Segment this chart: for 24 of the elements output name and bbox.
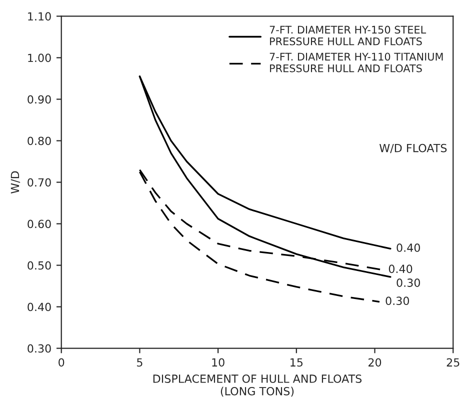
x-tick-label: 20 [368,358,382,367]
y-tick-label: 0.60 [28,220,51,228]
y-tick-label: 1.10 [28,12,51,21]
y-tick-label: 0.90 [28,95,51,104]
x-tick-label: 15 [290,358,303,367]
y-tick-label: 0.70 [28,178,51,187]
y-tick-label: 0.80 [28,136,51,146]
y-tick-label: 0.50 [28,261,51,270]
annotation: 0.30 [396,278,420,287]
y-axis-title: W/D [10,171,20,194]
x-tick-label: 10 [212,358,224,367]
y-tick-label: 0.40 [28,302,51,312]
x-tick-label: 25 [446,358,460,367]
y-tick-label: 0.30 [28,344,51,353]
legend-label: 7-FT. DIAMETER HY-110 TITANIUM PRESSURE HULL AND FLOATS [270,52,443,72]
x-tick-label: 5 [137,358,142,367]
annotation: 0.40 [388,264,412,274]
annotation: 0.40 [396,243,420,252]
x-tick-label: 0 [58,358,64,367]
annotation: W/D FLOATS [379,144,447,154]
legend-label: 7-FT. DIAMETER HY-150 STEEL PRESSURE HULL AND FLOATS [270,26,426,46]
y-tick-label: 1.00 [28,54,51,62]
x-axis-title: DISPLACEMENT OF HULL AND FLOATS (LONG TONS) [153,374,362,397]
annotation: 0.30 [386,296,410,306]
